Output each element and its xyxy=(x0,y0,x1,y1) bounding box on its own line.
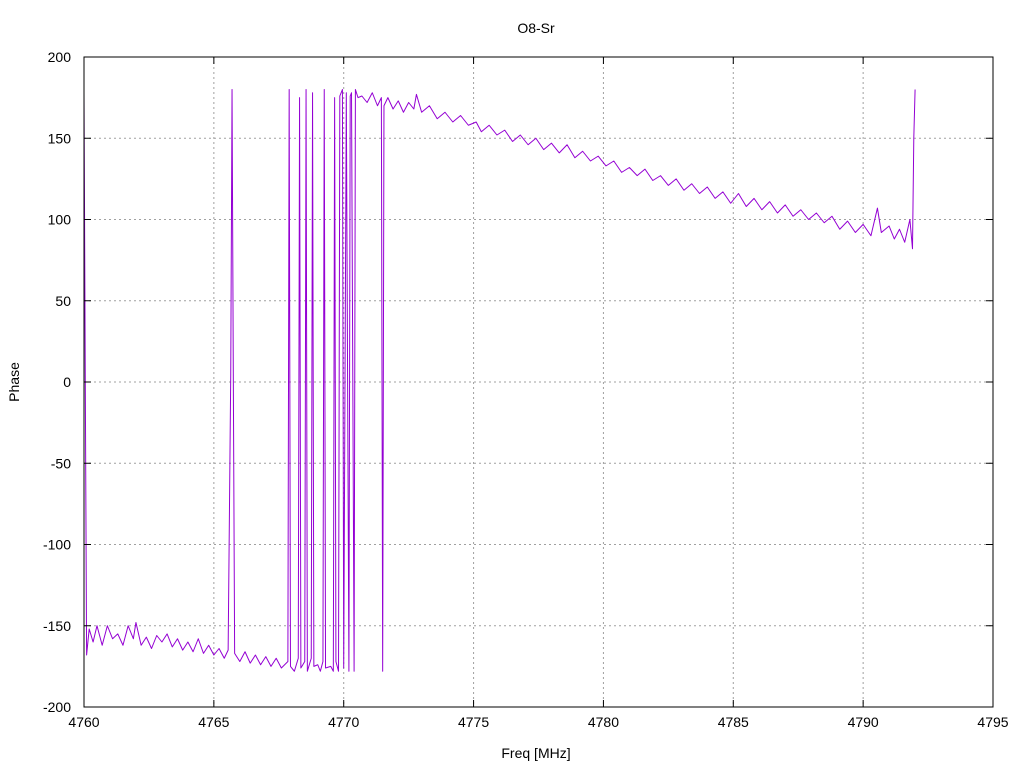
x-tick-label: 4775 xyxy=(458,714,489,730)
x-tick-label: 4780 xyxy=(588,714,619,730)
y-tick-label: -100 xyxy=(43,537,71,553)
y-tick-label: 100 xyxy=(48,212,72,228)
y-tick-label: -150 xyxy=(43,618,71,634)
phase-series-line xyxy=(83,89,916,672)
y-tick-label: 0 xyxy=(63,374,71,390)
tick-labels: 4760 4765 4770 4775 4780 4785 4790 4795 -200 -150… xyxy=(43,49,1009,730)
x-tick-label: 4760 xyxy=(68,714,99,730)
series-group xyxy=(83,89,916,672)
grid-lines xyxy=(84,57,993,707)
x-tick-label: 4790 xyxy=(848,714,879,730)
y-tick-label: 50 xyxy=(55,293,71,309)
x-tick-label: 4795 xyxy=(977,714,1008,730)
y-axis-label: Phase xyxy=(6,362,22,402)
y-tick-label: -200 xyxy=(43,699,71,715)
axis-ticks xyxy=(83,56,994,708)
chart-title: O8-Sr xyxy=(517,20,555,36)
x-axis-label: Freq [MHz] xyxy=(501,745,570,761)
y-tick-label: 150 xyxy=(48,130,72,146)
x-tick-label: 4785 xyxy=(718,714,749,730)
x-tick-label: 4770 xyxy=(328,714,359,730)
x-tick-label: 4765 xyxy=(198,714,229,730)
y-tick-label: 200 xyxy=(48,49,72,65)
y-tick-label: -50 xyxy=(51,455,71,471)
